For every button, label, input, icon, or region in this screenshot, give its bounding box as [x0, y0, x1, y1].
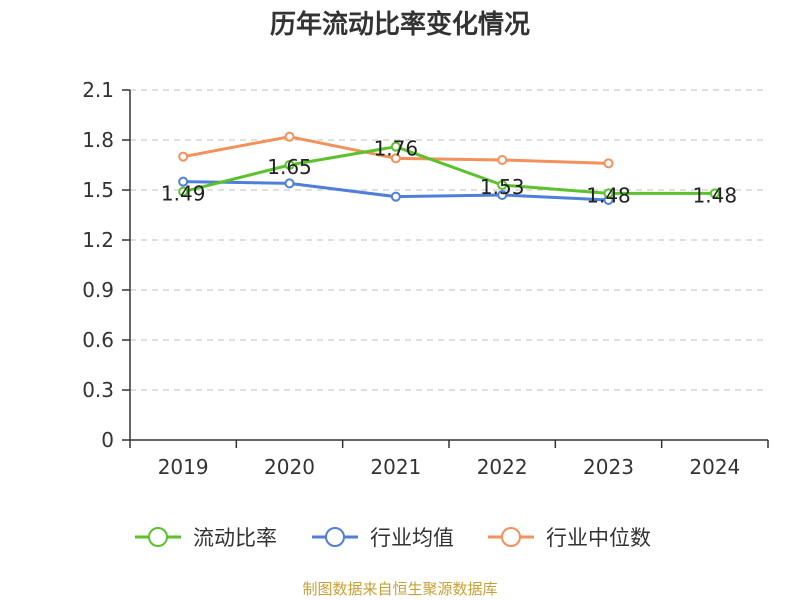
- series-point-0[interactable]: [284, 160, 295, 170]
- series-point-1[interactable]: [178, 176, 189, 187]
- x-tick-label: 2022: [477, 455, 528, 479]
- series-point-2[interactable]: [178, 151, 189, 162]
- series-point-2[interactable]: [603, 158, 614, 169]
- legend-item-1[interactable]: 行业均值: [312, 526, 454, 550]
- y-tick-label: 0.9: [82, 278, 114, 302]
- x-tick-label: 2023: [583, 455, 634, 479]
- y-tick-label: 2.1: [82, 78, 114, 102]
- series-layer: [178, 131, 720, 205]
- axes: [122, 89, 769, 448]
- data-label: 1.76: [374, 137, 419, 161]
- legend-label: 行业均值: [370, 526, 454, 550]
- data-label: 1.48: [693, 183, 738, 207]
- x-tick-label: 2019: [158, 455, 209, 479]
- x-tick-label: 2024: [689, 455, 740, 479]
- y-tick-labels: 0 0.3 0.6 0.9 1.2 1.5 1.8 2.1: [82, 78, 114, 452]
- series-point-1[interactable]: [284, 178, 295, 189]
- legend-marker: [148, 527, 168, 547]
- series-point-2[interactable]: [390, 153, 401, 164]
- legend-item-0[interactable]: 流动比率: [135, 526, 277, 550]
- legend[interactable]: 流动比率 行业均值 行业中位数: [135, 526, 651, 550]
- series-point-0[interactable]: [390, 141, 401, 152]
- data-label: 1.49: [161, 182, 206, 206]
- series-point-0[interactable]: [709, 188, 720, 199]
- series-point-2[interactable]: [497, 155, 508, 165]
- data-label: 1.65: [267, 155, 312, 179]
- series-point-2[interactable]: [284, 131, 295, 142]
- data-label: 1.53: [480, 175, 525, 199]
- legend-marker: [325, 527, 345, 547]
- x-tick-labels: 2019 2020 2021 2022 2023 2024: [158, 455, 741, 479]
- x-tick-label: 2021: [370, 455, 421, 479]
- grid-lines: [130, 89, 768, 391]
- series-point-0[interactable]: [497, 180, 508, 190]
- data-label: 1.48: [586, 183, 631, 207]
- y-tick-label: 1.5: [82, 178, 114, 202]
- series-point-1[interactable]: [390, 191, 401, 202]
- x-tick-label: 2020: [264, 455, 315, 479]
- legend-label: 行业中位数: [546, 526, 651, 550]
- data-labels: 1.49 1.65 1.76 1.53 1.48 1.48: [161, 137, 737, 208]
- y-tick-label: 0.6: [82, 328, 114, 352]
- y-tick-label: 0: [101, 428, 114, 452]
- series-point-0[interactable]: [603, 188, 614, 199]
- legend-item-2[interactable]: 行业中位数: [488, 526, 651, 550]
- y-tick-label: 0.3: [82, 378, 114, 402]
- source-note: 制图数据来自恒生聚源数据库: [302, 580, 497, 598]
- legend-label: 流动比率: [193, 526, 277, 550]
- y-tick-label: 1.8: [82, 128, 114, 152]
- legend-marker: [501, 527, 521, 547]
- series-point-1[interactable]: [497, 190, 508, 200]
- series-line-0: [182, 145, 715, 195]
- chart-title: 历年流动比率变化情况: [270, 9, 530, 40]
- series-point-0[interactable]: [178, 186, 189, 197]
- y-tick-label: 1.2: [82, 228, 114, 252]
